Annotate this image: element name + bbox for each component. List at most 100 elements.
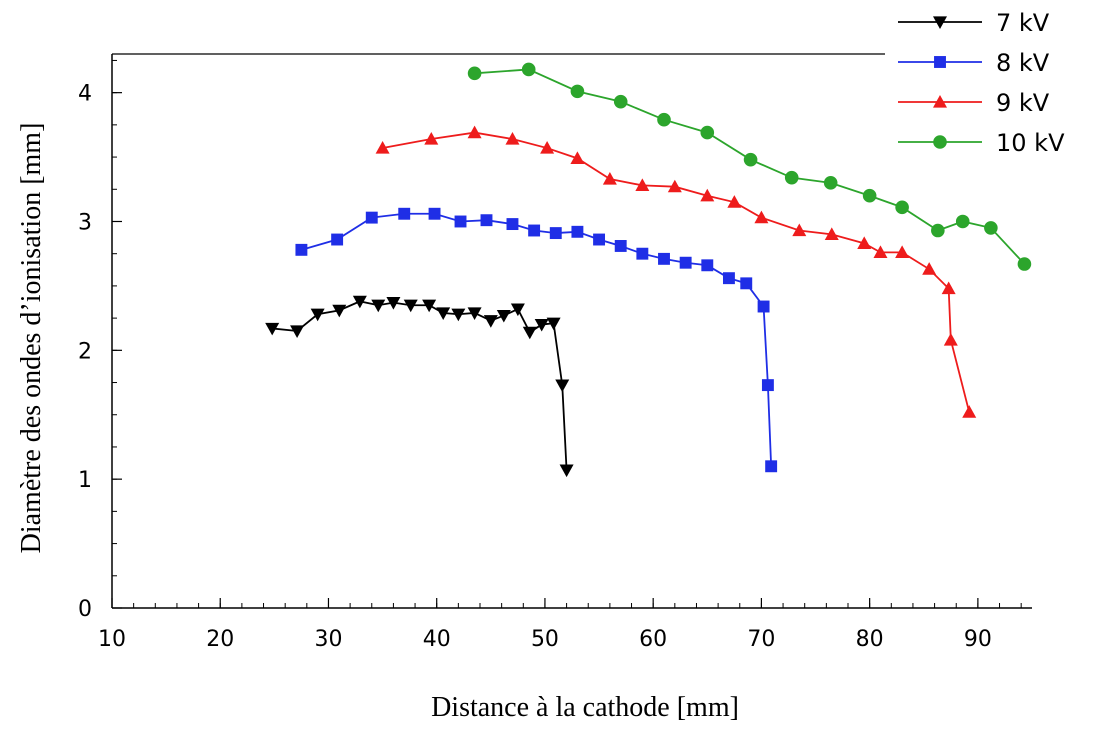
data-point <box>743 152 758 167</box>
series-line <box>382 131 971 413</box>
data-point <box>635 178 650 192</box>
data-point <box>424 132 439 145</box>
data-point <box>467 125 482 139</box>
data-point <box>895 245 910 259</box>
data-point <box>483 315 498 328</box>
data-point <box>931 223 945 238</box>
data-point <box>559 464 574 478</box>
data-point <box>540 141 555 154</box>
x-tick-label: 20 <box>206 627 234 652</box>
axis-ticks: 10 20 30 40 50 60 70 80 90 0 1 2 3 4 <box>78 59 1022 652</box>
data-point <box>467 66 482 81</box>
data-point <box>943 333 958 346</box>
data-point <box>873 245 888 259</box>
data-point <box>480 214 493 227</box>
series-7-kv <box>265 295 574 478</box>
data-point <box>857 236 872 249</box>
data-point <box>496 309 511 323</box>
series-10-kv <box>467 62 1032 271</box>
data-point <box>740 277 753 290</box>
data-point <box>365 211 378 224</box>
data-point <box>403 299 418 313</box>
data-point <box>570 84 585 99</box>
legend-entry: 9 kV <box>898 89 1050 117</box>
series-line <box>301 212 773 467</box>
x-axis-title: Distance à la cathode [mm] <box>431 692 739 723</box>
x-tick-label: 30 <box>314 627 342 652</box>
data-point <box>505 132 520 145</box>
x-tick-label: 80 <box>856 627 884 652</box>
data-point <box>295 243 308 256</box>
legend-entry: 8 kV <box>898 49 1050 77</box>
data-point <box>700 188 715 202</box>
data-point <box>510 303 525 317</box>
data-point <box>467 307 482 320</box>
data-point <box>824 227 839 240</box>
data-point <box>765 460 778 473</box>
data-point <box>657 112 671 127</box>
series-line <box>272 300 568 471</box>
legend-marker <box>933 16 947 29</box>
data-point <box>398 207 411 220</box>
data-point <box>679 256 692 269</box>
legend-entry: 7 kV <box>898 9 1050 37</box>
data-point <box>862 188 877 203</box>
data-point <box>428 207 441 220</box>
y-tick-label: 2 <box>78 339 92 364</box>
data-point <box>614 240 627 252</box>
data-point <box>941 281 956 295</box>
data-point <box>602 171 617 185</box>
data-point <box>962 405 977 418</box>
data-point <box>422 299 437 313</box>
data-point <box>727 195 742 208</box>
data-point <box>331 233 344 246</box>
data-point <box>290 325 305 338</box>
data-point <box>310 308 325 322</box>
y-tick-label: 4 <box>78 82 92 107</box>
y-tick-label: 1 <box>78 468 92 493</box>
series-layer <box>265 62 1032 478</box>
x-tick-label: 50 <box>531 627 559 652</box>
data-point <box>521 62 536 77</box>
data-point <box>667 179 682 193</box>
legend: 7 kV 8 kV 9 kV 10 kV <box>898 9 1065 157</box>
data-point <box>757 300 770 313</box>
data-point <box>436 307 451 320</box>
data-point <box>570 151 585 164</box>
data-point <box>528 224 541 237</box>
data-point <box>555 379 570 393</box>
data-point <box>922 262 937 275</box>
data-point <box>371 299 386 313</box>
legend-label: 8 kV <box>996 49 1050 77</box>
legend-marker <box>933 135 947 149</box>
data-point <box>451 308 466 322</box>
series-9-kv <box>375 125 977 418</box>
x-tick-label: 90 <box>964 627 992 652</box>
data-point <box>534 318 549 332</box>
data-point <box>784 170 799 185</box>
data-point <box>546 317 561 331</box>
y-tick-label: 0 <box>78 597 92 622</box>
data-point <box>636 247 649 260</box>
data-point <box>658 252 670 265</box>
data-point <box>613 94 628 109</box>
x-tick-label: 40 <box>423 627 451 652</box>
data-point <box>701 259 714 272</box>
data-point <box>823 176 838 190</box>
data-point <box>522 326 537 340</box>
data-point <box>571 225 584 238</box>
data-point <box>754 210 769 224</box>
x-tick-label: 70 <box>747 627 775 652</box>
legend-label: 10 kV <box>996 129 1065 157</box>
data-point <box>792 223 807 237</box>
data-point <box>593 233 606 246</box>
data-point <box>265 322 280 336</box>
data-point <box>984 221 998 235</box>
data-point <box>386 297 401 310</box>
data-point <box>352 295 367 309</box>
data-point <box>761 379 774 392</box>
legend-entry: 10 kV <box>898 129 1065 157</box>
data-point <box>700 125 715 140</box>
data-point <box>549 227 562 240</box>
